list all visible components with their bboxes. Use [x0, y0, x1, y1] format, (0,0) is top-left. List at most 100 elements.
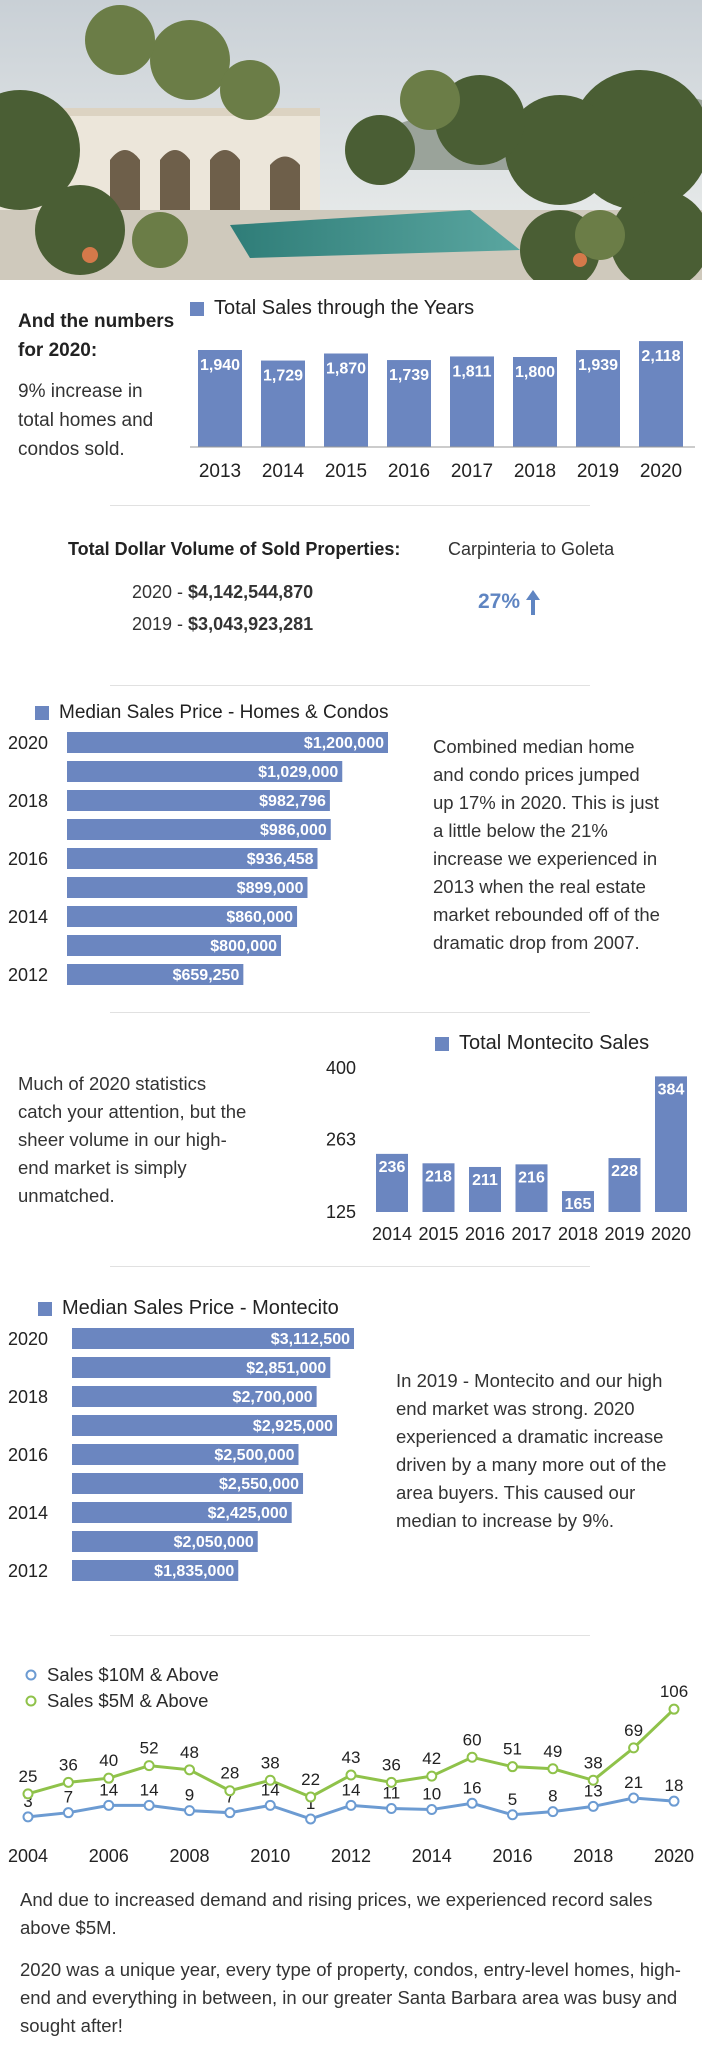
series-5m-point: [466, 1751, 478, 1763]
data-label: 9: [185, 1786, 194, 1805]
footer-paragraph-1: And due to increased demand and rising p…: [20, 1889, 653, 1938]
series-5m-point: [345, 1769, 357, 1781]
x-tick-label: 2016: [388, 461, 430, 482]
divider: [110, 1266, 590, 1267]
legend-swatch: [38, 1301, 52, 1316]
bar-value-label: 1,939: [578, 357, 618, 374]
bar-value-label: 218: [425, 1168, 452, 1185]
bar: [67, 819, 331, 840]
data-label: 3: [23, 1792, 32, 1811]
bar: [72, 1444, 299, 1465]
volume-2019-value: $3,043,923,281: [188, 614, 314, 634]
bar: [72, 1560, 239, 1581]
series-5m-point: [264, 1774, 276, 1786]
series-10m-point: [466, 1797, 478, 1809]
bar: [67, 877, 308, 898]
bar: [576, 350, 620, 447]
bar: [67, 761, 343, 782]
data-label: 42: [422, 1749, 441, 1768]
bar: [608, 1158, 641, 1212]
volume-region: Carpinteria to Goleta: [448, 539, 615, 559]
high-end-sales-line-chart: 3 7 14 14 9 7 14 1 14 11 10 16 5 8 13 21 18 25 36 40 52 48 28 3…: [8, 1682, 694, 1866]
x-tick-label: 2018: [514, 461, 556, 482]
data-label: 11: [383, 1784, 401, 1803]
bar-value-label: 236: [379, 1159, 406, 1176]
y-tick-label: 2018: [8, 1387, 48, 1407]
series-10m-point: [507, 1809, 518, 1821]
bar: [655, 1076, 687, 1212]
series-10m-point: [264, 1799, 276, 1811]
series-10m-point: [62, 1807, 74, 1819]
montecito-median-description: In 2019 - Montecito and our high end mar…: [396, 1370, 667, 1531]
series-10m-point: [587, 1800, 599, 1812]
series-5m-point: [587, 1774, 599, 1786]
bar: [72, 1473, 304, 1494]
bar-value-label: $982,796: [259, 793, 326, 810]
bar-value-label: $800,000: [210, 938, 277, 955]
x-tick-label: 2014: [412, 1846, 452, 1866]
x-tick-label: 2015: [418, 1224, 458, 1244]
bar-value-label: $1,029,000: [258, 764, 338, 781]
series-5m-point: [507, 1761, 518, 1773]
data-label: 13: [584, 1781, 603, 1800]
median-price-chart: $1,200,000 2020 $1,029,000 $982,796 2018 $986…: [8, 732, 388, 985]
bar: [422, 1163, 455, 1212]
series-5m-point: [22, 1788, 34, 1800]
bar: [72, 1386, 317, 1407]
chart1-title: Total Sales through the Years: [214, 297, 475, 319]
bar-value-label: 1,811: [452, 363, 491, 380]
bar-value-label: 1,800: [515, 364, 555, 381]
bar-value-label: 1,739: [389, 367, 429, 384]
data-label: 106: [660, 1682, 688, 1701]
x-tick-label: 2010: [250, 1846, 290, 1866]
bar-value-label: $2,425,000: [208, 1505, 288, 1522]
series-5m-point: [628, 1742, 640, 1754]
bar-value-label: 1,940: [200, 357, 240, 374]
x-tick-label: 2008: [169, 1846, 209, 1866]
chart2-legend: Median Sales Price - Homes & Condos: [35, 702, 388, 724]
montecito-median-chart: $3,112,500 2020 $2,851,000 $2,700,000 2018 $2…: [8, 1328, 354, 1581]
y-tick-label: 2016: [8, 1445, 48, 1465]
y-tick-label: 400: [326, 1058, 356, 1078]
bar-value-label: $3,112,500: [271, 1331, 350, 1348]
volume-title: Total Dollar Volume of Sold Properties:: [68, 539, 401, 559]
series-5m-point: [143, 1760, 155, 1772]
volume-2020: 2020 - $4,142,544,870: [132, 578, 313, 606]
bar-value-label: $1,200,000: [304, 735, 384, 752]
bar: [639, 341, 683, 447]
chart3-title: Total Montecito Sales: [459, 1032, 650, 1054]
bar: [72, 1357, 331, 1378]
data-label: 51: [503, 1740, 522, 1759]
y-tick-label: 2012: [8, 1561, 48, 1581]
x-tick-label: 2017: [511, 1224, 551, 1244]
chart1-legend: Total Sales through the Years: [190, 297, 474, 320]
y-tick-label: 2020: [8, 733, 48, 753]
data-label: 52: [140, 1739, 159, 1758]
intro-body: 9% increase in total homes and condos so…: [18, 381, 154, 460]
total-sales-chart: 1,940 2013 1,729 2014 1,870 2015 1,739 2016 1,81…: [190, 341, 695, 482]
data-label: 18: [665, 1776, 684, 1795]
bar: [67, 935, 281, 956]
bar: [67, 732, 388, 753]
bar: [72, 1328, 354, 1349]
series-10m-point: [143, 1799, 155, 1811]
data-label: 8: [548, 1787, 557, 1806]
series-10m-point: [22, 1811, 34, 1823]
series-10m-point: [345, 1799, 357, 1811]
bar: [67, 790, 330, 811]
hero-photo: [0, 0, 702, 280]
bar: [72, 1502, 292, 1523]
chart4-legend: Median Sales Price - Montecito: [38, 1297, 339, 1320]
x-tick-label: 2014: [262, 461, 305, 482]
data-label: 7: [225, 1788, 234, 1807]
x-tick-label: 2020: [640, 461, 682, 482]
volume-2019: 2019 - $3,043,923,281: [132, 610, 313, 638]
data-label: 69: [624, 1721, 643, 1740]
data-label: 43: [342, 1748, 361, 1767]
chart3-legend: Total Montecito Sales: [435, 1032, 649, 1055]
bar: [261, 360, 305, 447]
legend-swatch: [190, 301, 204, 316]
data-label: 38: [261, 1753, 280, 1772]
series-5m-point: [385, 1776, 397, 1788]
bar-value-label: $986,000: [260, 822, 327, 839]
